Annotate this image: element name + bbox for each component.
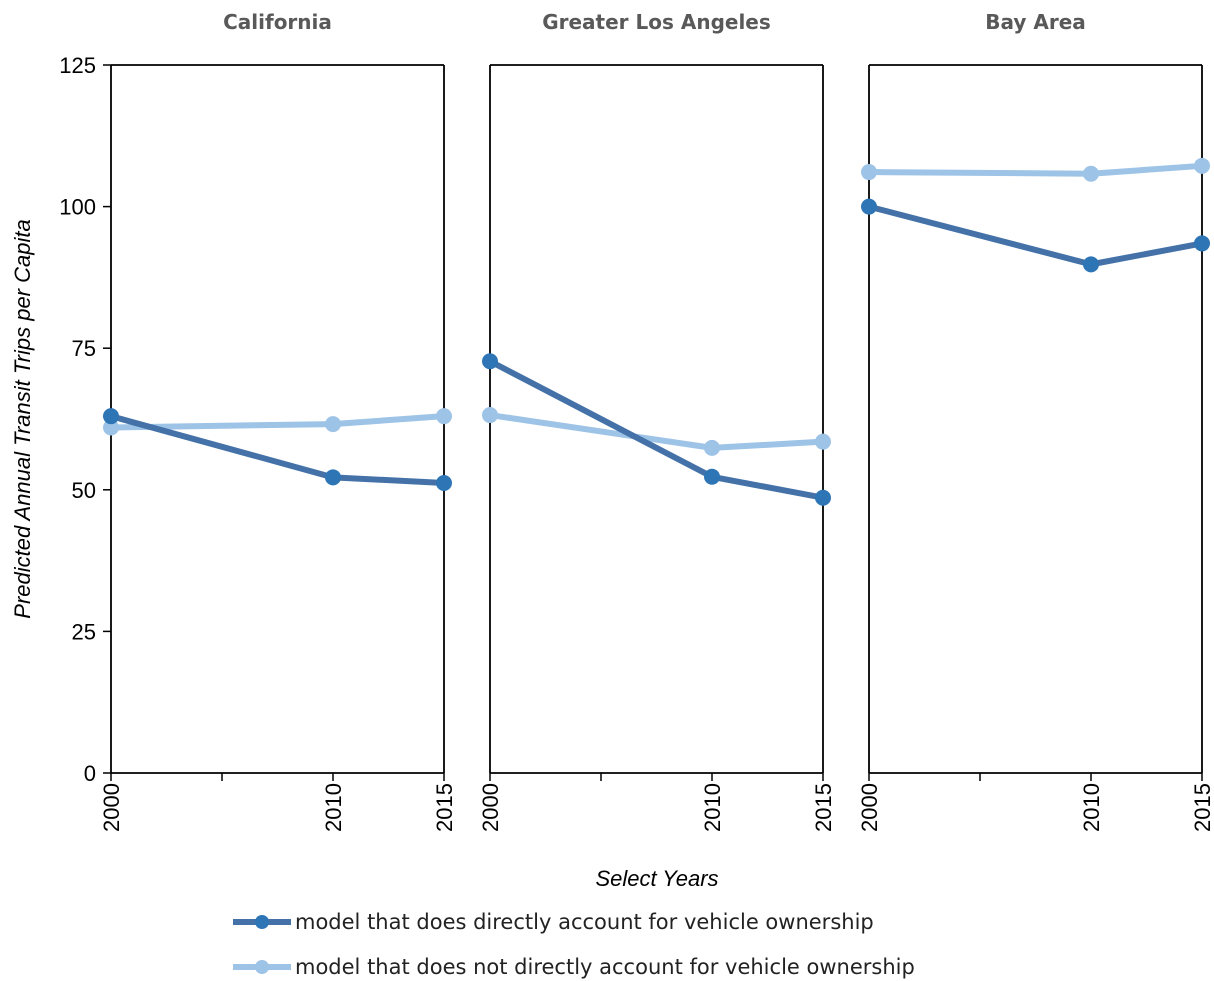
x-tick-label: 2015 bbox=[811, 783, 836, 832]
data-point bbox=[482, 353, 498, 370]
legend: model that does directly account for veh… bbox=[233, 910, 915, 979]
chart-panel: Bay Area 2000 2010 2015 bbox=[857, 10, 1214, 832]
y-tick-label: 75 bbox=[72, 336, 96, 361]
x-tick-label: 2000 bbox=[857, 783, 882, 832]
data-point bbox=[861, 164, 877, 181]
y-tick-label: 50 bbox=[72, 478, 96, 503]
legend-label: model that does directly account for veh… bbox=[295, 910, 874, 934]
chart-panel: California 2000 2010 2015 bbox=[99, 10, 457, 832]
data-point bbox=[325, 416, 341, 433]
data-point bbox=[1083, 256, 1099, 273]
x-axis-title: Select Years bbox=[595, 866, 718, 891]
x-tick-label: 2010 bbox=[1079, 783, 1104, 832]
y-tick-label: 125 bbox=[59, 53, 96, 78]
data-point bbox=[436, 408, 452, 425]
panel-title: California bbox=[223, 10, 332, 34]
legend-swatch-marker bbox=[255, 960, 269, 974]
y-tick-label: 25 bbox=[72, 619, 96, 644]
series-line bbox=[487, 412, 826, 451]
x-tick-label: 2010 bbox=[321, 783, 346, 832]
legend-label: model that does not directly account for… bbox=[295, 955, 915, 979]
x-tick-label: 2010 bbox=[700, 783, 725, 832]
chart-panel: Greater Los Angeles 2000 2010 2015 bbox=[478, 10, 836, 832]
y-axis: 0 25 50 75 100 125 bbox=[59, 53, 111, 786]
legend-swatch-marker bbox=[255, 915, 269, 929]
series-line bbox=[866, 162, 1205, 177]
data-point bbox=[103, 408, 119, 425]
panel-title: Bay Area bbox=[985, 10, 1086, 34]
x-tick-label: 2000 bbox=[99, 783, 124, 832]
legend-item: model that does directly account for veh… bbox=[233, 910, 874, 934]
series-line bbox=[487, 358, 826, 501]
data-point bbox=[815, 489, 831, 506]
data-point bbox=[325, 469, 341, 486]
data-point bbox=[815, 433, 831, 450]
x-tick-label: 2000 bbox=[478, 783, 503, 832]
panel-title: Greater Los Angeles bbox=[542, 10, 771, 34]
x-tick-label: 2015 bbox=[432, 783, 457, 832]
data-point bbox=[1194, 157, 1210, 174]
y-tick-label: 100 bbox=[59, 195, 96, 220]
data-point bbox=[1083, 165, 1099, 182]
y-tick-label: 0 bbox=[84, 761, 96, 786]
series-line bbox=[866, 203, 1205, 268]
data-point bbox=[1194, 235, 1210, 252]
x-tick-label: 2015 bbox=[1190, 783, 1214, 832]
y-axis-title: Predicted Annual Transit Trips per Capit… bbox=[10, 219, 35, 618]
legend-item: model that does not directly account for… bbox=[233, 955, 915, 979]
data-point bbox=[482, 407, 498, 424]
data-point bbox=[103, 419, 119, 436]
data-point bbox=[436, 475, 452, 492]
series-line bbox=[108, 413, 447, 431]
data-point bbox=[861, 198, 877, 215]
data-point bbox=[704, 468, 720, 485]
data-point bbox=[704, 439, 720, 456]
